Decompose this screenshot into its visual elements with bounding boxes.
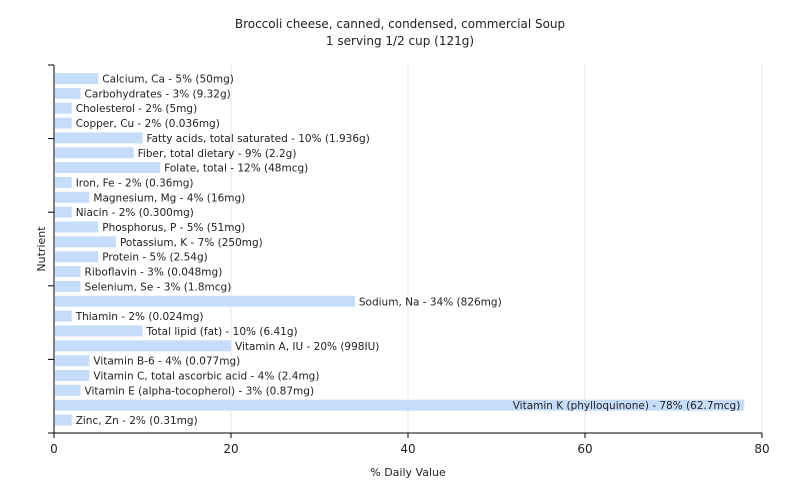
bar-label: Cholesterol - 2% (5mg) [76,103,198,115]
bar [55,399,745,411]
x-tick-label: 80 [754,442,769,456]
y-axis-title: Nutrient [35,226,48,272]
bar [55,414,72,426]
bar [55,73,99,84]
bar-label: Vitamin E (alpha-tocopherol) - 3% (0.87m… [85,385,314,397]
bar-label: Vitamin K (phylloquinone) - 78% (62.7mcg… [513,400,741,412]
bar [55,87,81,99]
bar [55,280,81,292]
bar-label: Vitamin C, total ascorbic acid - 4% (2.4… [93,371,319,383]
bar [55,176,72,188]
bar-label: Sodium, Na - 34% (826mg) [359,296,502,308]
x-axis-title: % Daily Value [370,466,446,479]
bar-label: Thiamin - 2% (0.024mg) [75,311,204,323]
bars: Calcium, Ca - 5% (50mg) Carbohydrates - 3… [55,73,745,427]
x-ticks: 0 20 40 60 80 [50,433,770,456]
bar [55,355,90,367]
bar [55,370,90,381]
bar-label: Riboflavin - 3% (0.048mg) [85,267,223,279]
bar [55,295,355,307]
x-tick-label: 0 [50,442,58,456]
bar [55,191,90,203]
x-tick-label: 40 [400,442,415,456]
x-tick-label: 60 [577,442,592,456]
bar [55,206,72,218]
bar-label: Total lipid (fat) - 10% (6.41g) [146,326,298,338]
bar [55,117,72,129]
bar [55,162,161,174]
bar [55,266,81,278]
bar-label: Phosphorus, P - 5% (51mg) [102,222,245,234]
bar-label: Magnesium, Mg - 4% (16mg) [93,192,245,204]
bar-label: Selenium, Se - 3% (1.8mcg) [85,281,232,293]
bar [55,251,99,263]
chart-subtitle: 1 serving 1/2 cup (121g) [326,34,474,48]
bar-label: Zinc, Zn - 2% (0.31mg) [76,415,198,427]
bar [55,384,81,396]
bar [55,147,134,159]
bar [55,221,99,233]
bar-label: Calcium, Ca - 5% (50mg) [102,74,234,86]
bar-label: Folate, total - 12% (48mcg) [164,163,308,175]
bar-label: Iron, Fe - 2% (0.36mg) [76,177,194,189]
bar [55,310,72,322]
bar-label: Vitamin A, IU - 20% (998IU) [235,341,379,353]
bar-label: Copper, Cu - 2% (0.036mg) [76,118,220,130]
bar-label: Fatty acids, total saturated - 10% (1.93… [147,133,370,145]
bar [55,102,72,114]
bar-label: Carbohydrates - 3% (9.32g) [85,88,231,100]
bar [55,132,143,144]
bar [55,325,143,337]
bar [55,340,231,352]
gridlines [230,65,763,433]
bar [55,236,116,248]
bar-label: Niacin - 2% (0.300mg) [76,207,194,219]
bar-label: Fiber, total dietary - 9% (2.2g) [138,148,297,160]
chart-title: Broccoli cheese, canned, condensed, comm… [235,17,565,31]
bar-label: Vitamin B-6 - 4% (0.077mg) [93,356,240,368]
bar-label: Potassium, K - 7% (250mg) [120,237,263,249]
x-tick-label: 20 [223,442,238,456]
bar-label: Protein - 5% (2.54g) [102,252,208,264]
